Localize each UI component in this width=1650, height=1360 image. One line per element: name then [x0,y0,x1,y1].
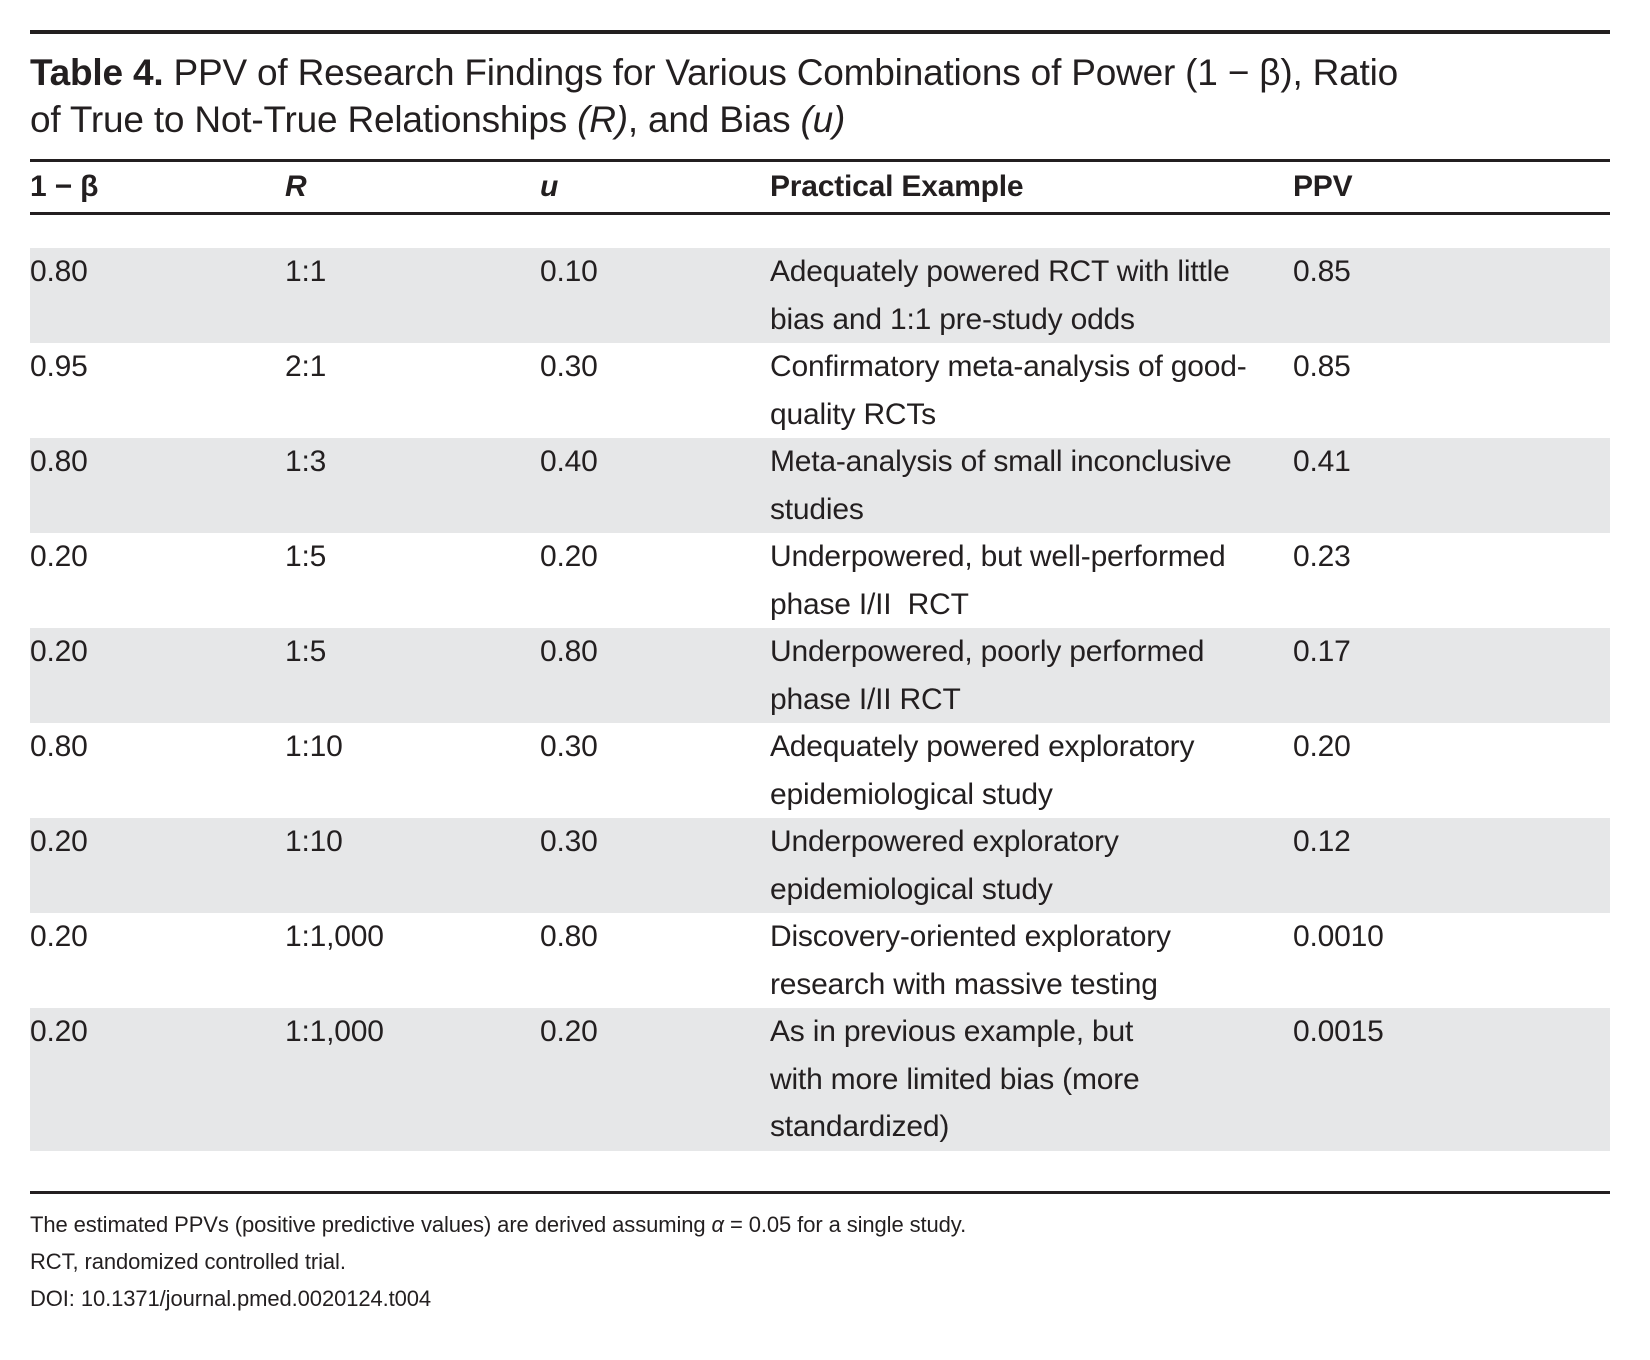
column-header-power: 1 − β [30,170,99,203]
table-row: 0.20 1:10 0.30 Underpowered exploratory … [30,818,1610,913]
example-cell: Confirmatory meta-analysis of good- qual… [770,350,1247,431]
table-body: 0.80 1:1 0.10 Adequately powered RCT wit… [30,248,1610,1151]
u-cell: 0.40 [540,445,598,478]
column-header-ppv: PPV [1293,170,1353,203]
table-row: 0.95 2:1 0.30 Confirmatory meta-analysis… [30,343,1610,438]
footnote-text: The estimated PPVs (positive predictive … [30,1211,712,1237]
power-cell: 0.80 [30,445,88,478]
table-caption-line2: of True to Not-True Relationships [30,99,578,140]
example-cell: Underpowered exploratory epidemiological… [770,825,1119,906]
table-row: 0.20 1:1,000 0.80 Discovery-oriented exp… [30,913,1610,1008]
table-caption-u-symbol: (u) [800,99,846,140]
ppv-cell: 0.0010 [1293,920,1384,953]
table-rule-below-header [30,212,1610,215]
r-cell: 2:1 [285,350,327,383]
alpha-symbol: α [711,1211,725,1237]
ppv-cell: 0.17 [1293,635,1351,668]
footnote-rct-abbrev: RCT, randomized controlled trial. [30,1248,346,1274]
r-cell: 1:10 [285,730,343,763]
table-caption-r-symbol: (R) [577,99,628,140]
u-cell: 0.20 [540,1015,598,1048]
power-cell: 0.20 [30,1015,88,1048]
example-cell: Underpowered, poorly performed phase I/I… [770,635,1205,716]
column-header-u: u [540,170,559,203]
table-row: 0.80 1:1 0.10 Adequately powered RCT wit… [30,248,1610,343]
power-cell: 0.20 [30,825,88,858]
u-cell: 0.30 [540,825,598,858]
r-cell: 1:1 [285,255,327,288]
table-caption-line1: PPV of Research Findings for Various Com… [163,52,1399,93]
r-cell: 1:1,000 [285,1015,384,1048]
r-cell: 1:1,000 [285,920,384,953]
u-cell: 0.80 [540,920,598,953]
table-row: 0.80 1:10 0.30 Adequately powered explor… [30,723,1610,818]
u-cell: 0.10 [540,255,598,288]
r-cell: 1:10 [285,825,343,858]
example-cell: Adequately powered exploratory epidemiol… [770,730,1195,811]
u-cell: 0.80 [540,635,598,668]
r-cell: 1:5 [285,635,327,668]
footnote-text: = 0.05 for a single study. [723,1211,967,1237]
table-rule-bottom [30,1190,1610,1194]
example-cell: Meta-analysis of small inconclusive stud… [770,445,1232,526]
paper-table-page: Table 4. PPV of Research Findings for Va… [0,30,1610,1317]
power-cell: 0.20 [30,920,88,953]
r-cell: 1:5 [285,540,327,573]
table-row: 0.20 1:5 0.20 Underpowered, but well-per… [30,533,1610,628]
ppv-cell: 0.23 [1293,540,1351,573]
table-rule-top [30,30,1610,34]
power-cell: 0.80 [30,730,88,763]
u-cell: 0.30 [540,730,598,763]
ppv-cell: 0.85 [1293,255,1351,288]
table-row: 0.80 1:3 0.40 Meta-analysis of small inc… [30,438,1610,533]
table-header-row: 1 − β R u Practical Example PPV [30,162,1610,212]
example-cell: Adequately powered RCT with little bias … [770,255,1230,336]
table-row: 0.20 1:5 0.80 Underpowered, poorly perfo… [30,628,1610,723]
example-cell: Underpowered, but well-performed phase I… [770,540,1226,621]
column-header-example: Practical Example [770,170,1024,203]
ppv-cell: 0.20 [1293,730,1351,763]
ppv-cell: 0.0015 [1293,1015,1384,1048]
example-cell: Discovery-oriented exploratory research … [770,920,1171,1001]
footnote-ppv-assumption: The estimated PPVs (positive predictive … [30,1206,1610,1243]
u-cell: 0.30 [540,350,598,383]
table-row: 0.20 1:1,000 0.20 As in previous example… [30,1008,1610,1151]
ppv-cell: 0.85 [1293,350,1351,383]
column-header-r: R [285,170,307,203]
r-cell: 1:3 [285,445,327,478]
power-cell: 0.80 [30,255,88,288]
table-caption-line2b: , and Bias [627,99,801,140]
table-caption-label: Table 4. [30,52,164,93]
table-caption: Table 4. PPV of Research Findings for Va… [30,49,1610,143]
example-cell: As in previous example, but with more li… [770,1015,1140,1143]
power-cell: 0.95 [30,350,88,383]
table-rule-above-header [30,159,1610,162]
u-cell: 0.20 [540,540,598,573]
power-cell: 0.20 [30,635,88,668]
ppv-cell: 0.41 [1293,445,1351,478]
table-footnotes: The estimated PPVs (positive predictive … [30,1194,1610,1317]
power-cell: 0.20 [30,540,88,573]
footnote-doi: DOI: 10.1371/journal.pmed.0020124.t004 [30,1285,432,1311]
ppv-cell: 0.12 [1293,825,1351,858]
